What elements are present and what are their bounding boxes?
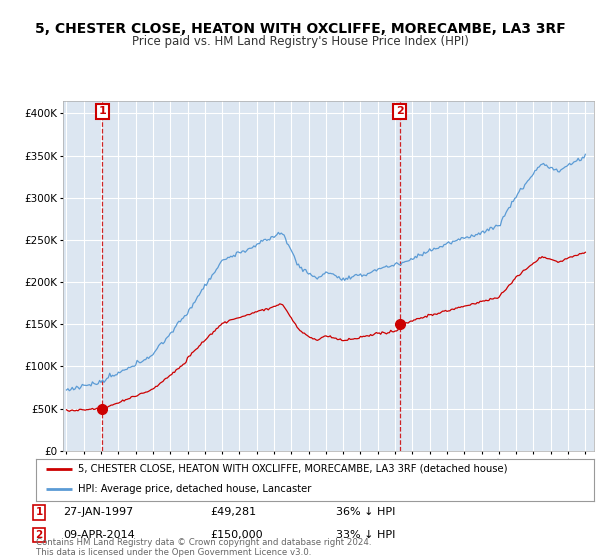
Text: 5, CHESTER CLOSE, HEATON WITH OXCLIFFE, MORECAMBE, LA3 3RF: 5, CHESTER CLOSE, HEATON WITH OXCLIFFE, … (35, 22, 565, 36)
Text: 36% ↓ HPI: 36% ↓ HPI (336, 507, 395, 517)
Text: 5, CHESTER CLOSE, HEATON WITH OXCLIFFE, MORECAMBE, LA3 3RF (detached house): 5, CHESTER CLOSE, HEATON WITH OXCLIFFE, … (78, 464, 508, 474)
Text: 33% ↓ HPI: 33% ↓ HPI (336, 530, 395, 540)
Text: 1: 1 (98, 106, 106, 116)
Text: 2: 2 (35, 530, 43, 540)
Text: HPI: Average price, detached house, Lancaster: HPI: Average price, detached house, Lanc… (78, 484, 311, 494)
Text: Price paid vs. HM Land Registry's House Price Index (HPI): Price paid vs. HM Land Registry's House … (131, 35, 469, 48)
Text: £49,281: £49,281 (210, 507, 256, 517)
Text: 1: 1 (35, 507, 43, 517)
Text: 09-APR-2014: 09-APR-2014 (63, 530, 135, 540)
Text: 27-JAN-1997: 27-JAN-1997 (63, 507, 133, 517)
Text: Contains HM Land Registry data © Crown copyright and database right 2024.
This d: Contains HM Land Registry data © Crown c… (36, 538, 371, 557)
Text: 2: 2 (396, 106, 404, 116)
Text: £150,000: £150,000 (210, 530, 263, 540)
